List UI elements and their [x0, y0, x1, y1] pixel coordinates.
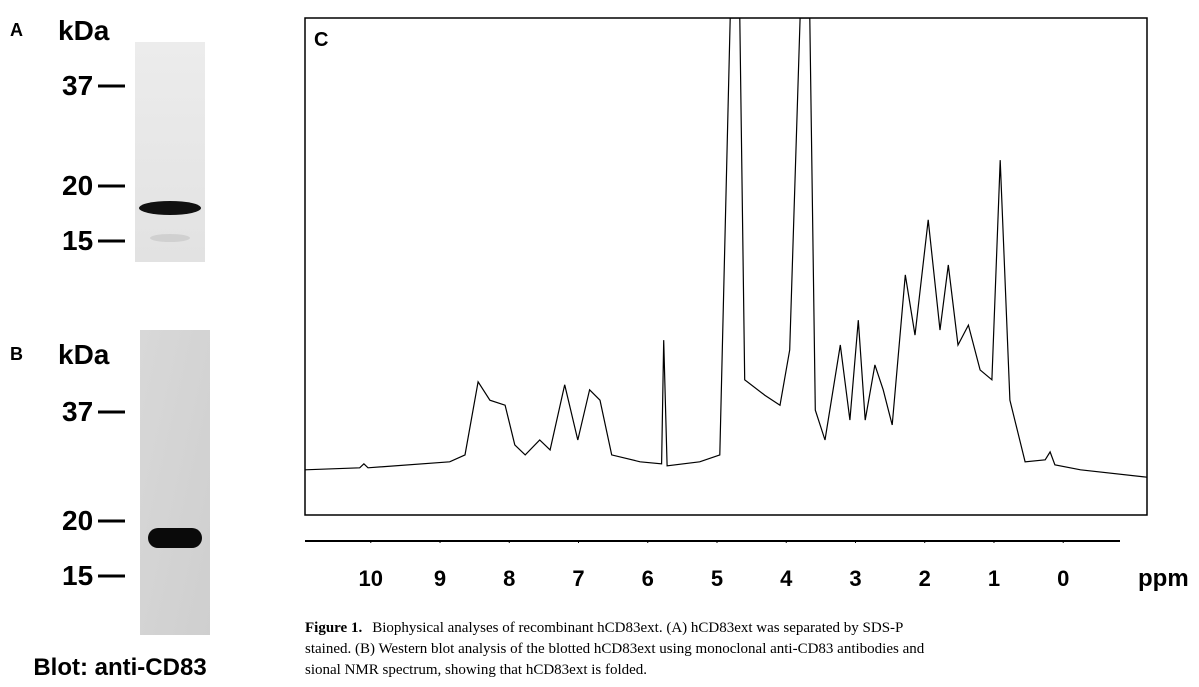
panel-letter: B	[10, 344, 23, 364]
x-tick-label: 8	[503, 566, 515, 591]
x-tick-label: 7	[572, 566, 584, 591]
x-tick-label: 5	[711, 566, 723, 591]
marker-label: 20	[62, 505, 93, 536]
marker-label: 15	[62, 225, 93, 256]
marker-label: 37	[62, 70, 93, 101]
blot-lane	[140, 330, 210, 635]
unit-label: kDa	[58, 15, 110, 46]
x-tick-label: 6	[642, 566, 654, 591]
panel-letter: A	[10, 20, 23, 40]
x-tick-label: 3	[849, 566, 861, 591]
plot-frame	[304, 17, 1148, 516]
x-tick-label: 4	[780, 566, 793, 591]
x-tick-label: 1	[988, 566, 1000, 591]
caption-label: Figure 1.	[305, 620, 362, 636]
panel-letter: C	[314, 29, 328, 51]
figure-caption: Figure 1. Biophysical analyses of recombi…	[305, 620, 903, 636]
gel-lane	[135, 42, 205, 262]
plot-area	[305, 18, 1147, 478]
marker-label: 15	[62, 560, 93, 591]
caption-line: sional NMR spectrum, showing that hCD83e…	[305, 662, 647, 678]
gel-band	[139, 201, 201, 215]
x-tick-label: 0	[1057, 566, 1069, 591]
unit-label: kDa	[58, 339, 110, 370]
x-axis-label: ppm	[1138, 565, 1189, 592]
blot-band	[148, 528, 202, 548]
x-tick-label: 2	[919, 566, 931, 591]
blot-caption: Blot: anti-CD83	[33, 654, 206, 681]
gel-band-faint	[150, 234, 190, 242]
spectrum-line	[305, 18, 1147, 478]
caption-line: Biophysical analyses of recombinant hCD8…	[372, 620, 903, 636]
marker-label: 37	[62, 396, 93, 427]
x-tick-label: 9	[434, 566, 446, 591]
caption-line: stained. (B) Western blot analysis of th…	[305, 641, 925, 657]
x-tick-label: 10	[359, 566, 383, 591]
x-ticks: 10 9 8 7 6 5 4 3 2 1 0	[359, 541, 1069, 591]
marker-label: 20	[62, 170, 93, 201]
